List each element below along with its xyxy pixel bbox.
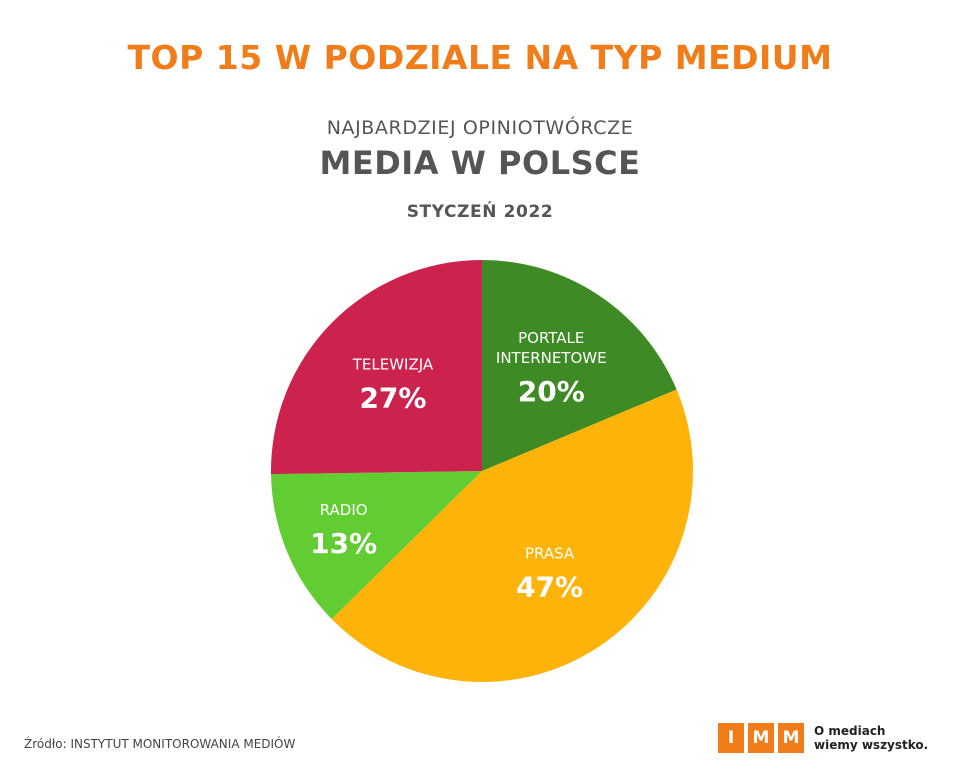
slice-value: 27% [359,381,426,414]
chart-kicker: NAJBARDZIEJ OPINIOTWÓRCZE [326,117,634,139]
slice-value: 47% [516,571,583,604]
imm-logo: I M M O mediach wiemy wszystko. [718,723,928,753]
logo-letter-i: I [718,723,744,753]
pie-slice-prasa [331,389,693,683]
slice-value: 20% [518,375,585,408]
slice-label: PRASA [525,545,575,563]
logo-tagline: O mediach wiemy wszystko. [814,724,928,752]
slice-label: PORTALE [518,329,584,347]
slice-label: RADIO [320,501,368,519]
logo-tagline-line2: wiemy wszystko. [814,738,929,752]
chart-date: STYCZEŃ 2022 [406,202,554,222]
source-note: Źródło: INSTYTUT MONITOROWANIA MEDIÓW [24,737,296,751]
pie-slice-radio [271,471,482,620]
slice-label: TELEWIZJA [352,355,434,373]
chart-headline: MEDIA W POLSCE [319,144,641,182]
slice-label: INTERNETOWE [496,349,607,367]
pie-slice-portale-internetowe [482,260,677,471]
logo-letter-m1: M [748,723,774,753]
chart-title: TOP 15 W PODZIALE NA TYP MEDIUM [127,38,833,77]
pie-slice-telewizja [271,260,482,475]
slice-value: 13% [310,527,377,560]
logo-letter-m2: M [778,723,804,753]
logo-tagline-line1: O mediach [814,724,886,738]
